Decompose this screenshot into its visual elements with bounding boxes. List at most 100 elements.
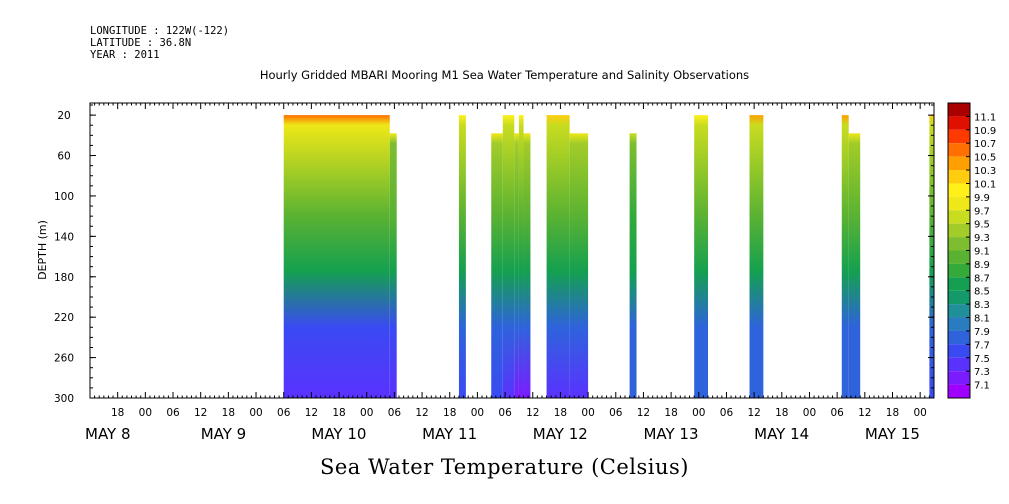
colorbar-swatch (948, 263, 970, 278)
colorbar-label: 10.7 (974, 139, 996, 150)
variable-label: Sea Water Temperature (Celsius) (319, 455, 689, 479)
data-segment (518, 115, 524, 398)
colorbar-swatch (948, 357, 970, 372)
colorbar-swatch (948, 183, 970, 197)
colorbar-label: 7.5 (974, 354, 990, 365)
hour-tick-label: 12 (747, 407, 760, 419)
colorbar-swatch (948, 223, 970, 238)
data-segment (389, 133, 397, 398)
colorbar-swatch (948, 170, 970, 184)
data-segment (749, 115, 764, 398)
data-segment (502, 115, 515, 398)
hour-tick-label: 00 (913, 407, 926, 419)
day-label: MAY 11 (422, 425, 477, 443)
colorbar-swatch (948, 210, 970, 224)
colorbar-label: 9.1 (974, 247, 990, 258)
hour-tick-label: 00 (581, 407, 594, 419)
colorbar-swatch (948, 317, 970, 331)
y-tick-label: 20 (57, 110, 70, 122)
hour-tick-label: 06 (277, 407, 291, 419)
day-label: MAY 15 (865, 425, 920, 443)
hour-tick-label: 00 (471, 407, 484, 419)
hour-tick-label: 12 (415, 407, 428, 419)
hour-tick-label: 00 (803, 407, 816, 419)
colorbar-swatch (948, 277, 970, 291)
hour-tick-label: 06 (388, 407, 402, 419)
colorbar-label: 8.9 (974, 260, 990, 271)
colorbar-swatch (948, 156, 970, 171)
hour-tick-label: 12 (194, 407, 207, 419)
colorbar-label: 10.9 (974, 126, 996, 137)
y-tick-label: 140 (54, 231, 74, 243)
day-label: MAY 9 (201, 425, 247, 443)
hour-tick-label: 00 (249, 407, 262, 419)
longitude-label: LONGITUDE : 122W(-122) (90, 25, 230, 37)
day-label: MAY 10 (311, 425, 366, 443)
colorbar-label: 8.3 (974, 300, 990, 311)
y-tick-label: 260 (54, 353, 74, 365)
colorbar-label: 10.3 (974, 166, 996, 177)
y-tick-label: 300 (54, 393, 74, 405)
y-axis-label: DEPTH (m) (36, 220, 49, 280)
data-segment (546, 115, 570, 398)
data-segment (694, 115, 709, 398)
plot-area (283, 115, 934, 398)
colorbar-label: 9.7 (974, 206, 990, 217)
colorbar-label: 10.1 (974, 179, 996, 190)
hour-tick-label: 18 (332, 407, 345, 419)
hour-tick-label: 00 (360, 407, 373, 419)
colorbar-label: 7.9 (974, 327, 990, 338)
colorbar-label: 8.7 (974, 273, 990, 284)
colorbar-label: 7.7 (974, 340, 990, 351)
colorbar-swatch (948, 384, 970, 398)
colorbar-swatch (948, 290, 970, 305)
colorbar-swatch (948, 304, 970, 318)
colorbar-swatch (948, 103, 970, 117)
colorbar-swatch (948, 250, 970, 264)
data-segment (569, 133, 589, 398)
hour-tick-label: 12 (305, 407, 318, 419)
hour-tick-label: 18 (222, 407, 235, 419)
hour-tick-label: 06 (830, 407, 844, 419)
colorbar-swatch (948, 129, 970, 144)
colorbar-label: 10.5 (974, 153, 996, 164)
colorbar-label: 8.5 (974, 287, 990, 298)
hour-tick-label: 18 (443, 407, 456, 419)
hour-tick-label: 06 (166, 407, 180, 419)
hour-tick-label: 12 (858, 407, 871, 419)
colorbar-swatch (948, 344, 970, 358)
colorbar-label: 9.9 (974, 193, 990, 204)
latitude-label: LATITUDE : 36.8N (90, 37, 192, 49)
day-label: MAY 13 (643, 425, 698, 443)
colorbar-label: 8.1 (974, 314, 990, 325)
axes: 20 60 100 140 180 220 260 300 18 00 06 12 18 00 06 12 18… (54, 102, 935, 443)
plot-frame (89, 102, 935, 399)
hour-tick-label: 06 (498, 407, 512, 419)
colorbar-label: 11.1 (974, 112, 996, 123)
day-label: MAY 8 (85, 425, 131, 443)
hour-tick-label: 12 (526, 407, 539, 419)
data-segment (458, 115, 466, 398)
colorbar-label: 7.3 (974, 367, 990, 378)
hour-tick-label: 06 (720, 407, 734, 419)
colorbar-label: 7.1 (974, 381, 990, 392)
colorbar-label: 9.5 (974, 220, 990, 231)
y-tick-label: 60 (57, 151, 70, 163)
data-segment (629, 133, 637, 398)
day-label: MAY 12 (533, 425, 588, 443)
data-segment (283, 115, 390, 398)
data-segment (514, 133, 519, 398)
colorbar-swatch (948, 143, 970, 157)
hour-tick-label: 06 (609, 407, 623, 419)
hour-tick-label: 00 (139, 407, 152, 419)
colorbar-swatch (948, 116, 970, 130)
hour-tick-label: 18 (664, 407, 677, 419)
data-segment (491, 133, 503, 398)
colorbar-swatch (948, 371, 970, 385)
y-tick-label: 180 (54, 272, 74, 284)
hour-tick-label: 00 (692, 407, 705, 419)
hour-tick-label: 18 (886, 407, 899, 419)
hour-tick-label: 18 (111, 407, 124, 419)
colorbar-swatch (948, 196, 970, 211)
